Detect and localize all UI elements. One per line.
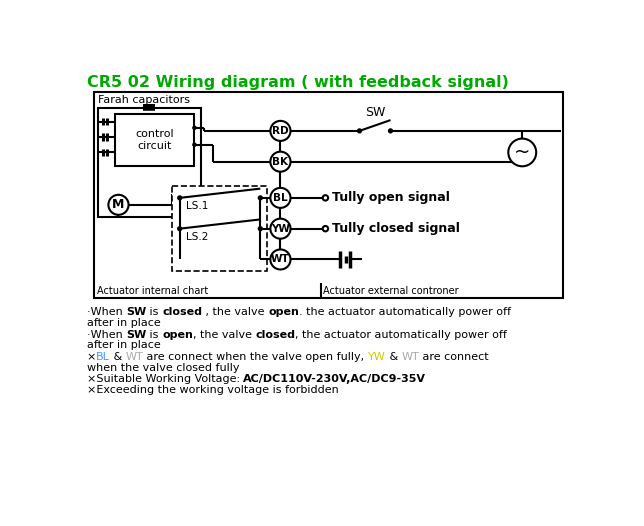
Text: ×Suitable Working Voltage:: ×Suitable Working Voltage:: [87, 374, 243, 384]
Text: Tully closed signal: Tully closed signal: [332, 222, 459, 235]
Text: SW: SW: [126, 307, 146, 317]
Circle shape: [258, 227, 262, 230]
Text: M: M: [112, 198, 125, 211]
Text: is: is: [146, 307, 162, 317]
Text: ·When: ·When: [87, 330, 126, 340]
Circle shape: [508, 138, 536, 166]
Bar: [97, 108, 201, 217]
Text: YW: YW: [271, 224, 290, 234]
Text: SW: SW: [365, 106, 385, 118]
Text: ×Exceeding the working voltage is forbidden: ×Exceeding the working voltage is forbid…: [87, 385, 339, 395]
Circle shape: [388, 129, 392, 133]
Text: CR5 02 Wiring diagram ( with feedback signal): CR5 02 Wiring diagram ( with feedback si…: [87, 75, 509, 90]
Text: after in place: after in place: [87, 318, 160, 328]
Text: . the actuator automatically power off: . the actuator automatically power off: [299, 307, 511, 317]
Text: control
circuit: control circuit: [135, 129, 174, 151]
Bar: [142, 104, 155, 108]
Text: , the valve: , the valve: [193, 330, 256, 340]
Text: is: is: [146, 330, 162, 340]
Text: , the valve: , the valve: [202, 307, 268, 317]
Text: LS.1: LS.1: [186, 201, 208, 211]
Circle shape: [178, 196, 182, 200]
Text: Tully open signal: Tully open signal: [332, 191, 450, 205]
Circle shape: [193, 143, 196, 146]
Text: &: &: [386, 352, 402, 362]
Text: after in place: after in place: [87, 340, 160, 350]
Text: LS.2: LS.2: [186, 232, 208, 242]
Circle shape: [108, 195, 129, 215]
Text: RD: RD: [272, 126, 289, 136]
Bar: [115, 114, 194, 166]
Text: Actuator internal chart: Actuator internal chart: [97, 287, 208, 297]
Text: ×: ×: [87, 352, 96, 362]
Bar: [172, 186, 267, 271]
Text: , the actuator automatically power off: , the actuator automatically power off: [296, 330, 507, 340]
Circle shape: [270, 188, 290, 208]
Text: BL: BL: [273, 193, 288, 203]
Circle shape: [270, 121, 290, 141]
Text: when the valve closed fully: when the valve closed fully: [87, 362, 239, 372]
Circle shape: [270, 249, 290, 269]
Text: are connect when the valve open fully,: are connect when the valve open fully,: [144, 352, 368, 362]
Text: are connect: are connect: [419, 352, 489, 362]
Circle shape: [270, 151, 290, 171]
Circle shape: [178, 227, 182, 230]
Text: SW: SW: [126, 330, 146, 340]
Text: closed: closed: [256, 330, 296, 340]
Circle shape: [258, 196, 262, 200]
Text: open: open: [162, 330, 193, 340]
Text: BL: BL: [96, 352, 110, 362]
Text: BK: BK: [272, 157, 289, 167]
Circle shape: [193, 126, 196, 129]
Text: Farah capacitors: Farah capacitors: [97, 95, 189, 105]
Text: WT: WT: [271, 255, 290, 265]
Bar: [95, 93, 563, 298]
Text: ·When: ·When: [87, 307, 126, 317]
Circle shape: [357, 129, 361, 133]
Text: WT: WT: [402, 352, 419, 362]
Circle shape: [270, 219, 290, 239]
Text: closed: closed: [162, 307, 202, 317]
Text: ~: ~: [514, 143, 531, 162]
Text: open: open: [268, 307, 299, 317]
Text: WT: WT: [126, 352, 144, 362]
Text: Actuator external controner: Actuator external controner: [323, 287, 459, 297]
Text: YW: YW: [368, 352, 386, 362]
Text: AC/DC110V-230V,AC/DC9-35V: AC/DC110V-230V,AC/DC9-35V: [243, 374, 426, 384]
Text: &: &: [110, 352, 126, 362]
